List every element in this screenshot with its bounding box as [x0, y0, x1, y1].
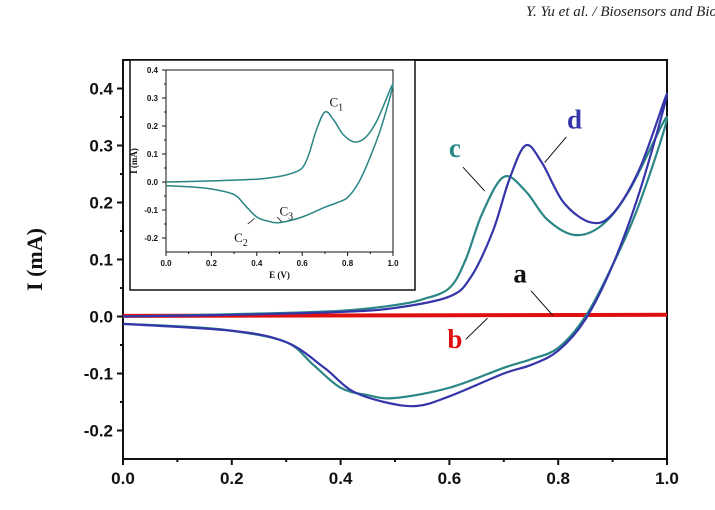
main-x-tick-label: 0.4 [329, 469, 353, 488]
inset-y-tick-label: 0.2 [147, 122, 159, 131]
series-label-c: c [449, 133, 461, 163]
inset-x-tick-label: 0.4 [251, 259, 263, 268]
inset-x-tick-label: 1.0 [387, 259, 399, 268]
inset-x-tick-label: 0.0 [160, 259, 172, 268]
series-label-a: a [513, 258, 527, 288]
inset-border [129, 59, 416, 291]
inset-x-tick-label: 0.8 [342, 259, 354, 268]
main-y-tick-label: -0.2 [84, 422, 113, 441]
label-pointer-arrow [462, 166, 486, 192]
inset-y-tick-label: 0.4 [147, 66, 159, 75]
main-y-tick-label: 0.3 [89, 137, 113, 156]
series-label-b: b [447, 324, 462, 354]
running-header: Y. Yu et al. / Biosensors and Bio [525, 4, 715, 20]
inset-series-0-line [165, 83, 394, 224]
label-pointer-arrow [544, 136, 567, 163]
inset-x-axis-label: E (V) [269, 270, 290, 280]
inset-plot: 0.0 0.2 0.4 0.6 0.8 1.0 -0.2 -0.1 0.0 0.1 0.2 0.3 0.… [129, 66, 399, 280]
inset-pointer-arrow [276, 216, 283, 223]
inset-x-tick-label: 0.2 [206, 259, 218, 268]
main-plot: 0.0 0.2 0.4 0.6 0.8 1.0 -0.2 -0.1 0.0 0.1 0.2 0.3 0.… [22, 59, 679, 488]
series-label-d: d [567, 104, 582, 134]
main-series-c-line [122, 115, 669, 400]
peak-label-C3: C3 [280, 204, 294, 223]
main-y-axis-label: I (mA) [22, 228, 47, 291]
main-x-tick-label: 1.0 [655, 469, 679, 488]
peak-label-C1: C1 [329, 94, 343, 113]
peak-label-C2: C2 [234, 230, 248, 249]
label-pointer-arrow [530, 290, 554, 316]
main-x-tick-label: 0.8 [546, 469, 570, 488]
inset-y-tick-label: 0.0 [147, 178, 159, 187]
main-x-tick-label: 0.0 [111, 469, 135, 488]
main-y-tick-label: 0.0 [89, 308, 113, 327]
main-y-tick-label: 0.2 [89, 194, 113, 213]
inset-pointer-arrow [247, 218, 255, 225]
inset-y-tick-label: 0.3 [147, 94, 159, 103]
main-x-tick-label: 0.6 [438, 469, 462, 488]
inset-y-axis-label: I (mA) [129, 148, 139, 174]
inset-y-tick-label: -0.2 [144, 234, 158, 243]
inset-background [130, 60, 415, 290]
inset-y-tick-label: 0.1 [147, 150, 159, 159]
label-pointer-arrow [465, 317, 488, 340]
main-y-tick-label: 0.1 [89, 251, 113, 270]
inset-y-tick-label: -0.1 [144, 206, 158, 215]
inset-x-tick-label: 0.6 [297, 259, 309, 268]
main-y-tick-label: 0.4 [89, 80, 113, 99]
main-x-tick-label: 0.2 [220, 469, 244, 488]
main-y-tick-label: -0.1 [84, 365, 113, 384]
main-series-d-line [122, 93, 669, 408]
